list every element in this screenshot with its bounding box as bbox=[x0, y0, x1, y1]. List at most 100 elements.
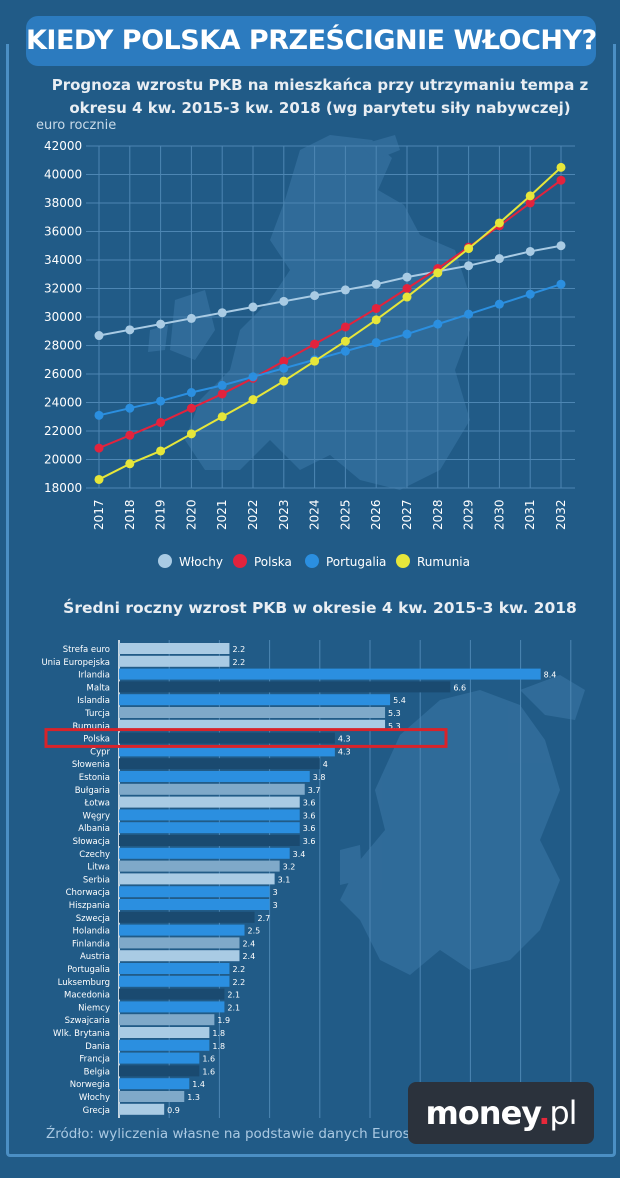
money-pl-logo: money.pl bbox=[408, 1082, 594, 1144]
line-point-Rumunia bbox=[156, 446, 166, 456]
line-point-Polska bbox=[556, 175, 566, 185]
line-point-Włochy bbox=[494, 254, 504, 264]
bar-Turcja bbox=[119, 707, 386, 718]
bar-value-label: 1.3 bbox=[187, 1093, 200, 1102]
bar-category-label: Wlk. Brytania bbox=[53, 1029, 110, 1039]
legend-swatch bbox=[158, 554, 172, 568]
bar-category-label: Łotwa bbox=[84, 799, 110, 809]
bar-Dania bbox=[119, 1039, 210, 1051]
bar-category-label: Litwa bbox=[87, 863, 110, 873]
line-point-Rumunia bbox=[556, 162, 566, 172]
line-point-Polska bbox=[310, 339, 320, 349]
legend-label: Polska bbox=[254, 555, 292, 569]
line-point-Włochy bbox=[310, 291, 320, 301]
bar-value-label: 2.2 bbox=[232, 645, 245, 654]
gdp-forecast-line-chart: euro rocznie 42000 40000 38000 36000 34000 32… bbox=[36, 118, 575, 569]
bar-Litwa bbox=[119, 860, 280, 872]
line-chart-y-tick-label: 26000 bbox=[44, 367, 82, 381]
bar-Malta bbox=[119, 681, 451, 693]
bar-Macedonia bbox=[119, 988, 225, 1000]
line-point-Włochy bbox=[125, 325, 135, 335]
bar-Belgia bbox=[119, 1065, 200, 1077]
bar-Norwegia bbox=[119, 1078, 190, 1090]
bar-chart-category-labels: Strefa euro Unia Europejska Irlandia Malta I… bbox=[41, 645, 110, 1116]
bar-value-label: 1.4 bbox=[192, 1080, 205, 1089]
line-chart-y-tick-label: 20000 bbox=[44, 453, 82, 467]
bar-value-label: 3.1 bbox=[278, 875, 291, 884]
bar-value-label: 5.3 bbox=[388, 709, 401, 718]
line-chart-x-tick-label: 2027 bbox=[400, 499, 414, 530]
line-point-Rumunia bbox=[186, 429, 196, 439]
bar-value-label: 1.8 bbox=[212, 1029, 225, 1038]
line-chart-title-line-1: Prognoza wzrostu PKB na mieszkańca przy … bbox=[51, 76, 589, 94]
logo-main: money bbox=[425, 1094, 539, 1132]
bar-category-label: Francja bbox=[79, 1055, 110, 1065]
bar-value-label: 2.7 bbox=[258, 914, 271, 923]
bar-value-label: 0.9 bbox=[167, 1106, 180, 1115]
bar-category-label: Austria bbox=[80, 952, 110, 962]
line-chart-x-tick-label: 2021 bbox=[215, 499, 229, 530]
bar-category-label: Estonia bbox=[79, 773, 110, 783]
bar-Grecja bbox=[119, 1103, 165, 1115]
line-chart-y-tick-label: 30000 bbox=[44, 310, 82, 324]
line-point-Rumunia bbox=[125, 459, 135, 469]
line-point-Rumunia bbox=[248, 395, 258, 405]
line-point-Włochy bbox=[464, 261, 474, 271]
source-note: Źródło: wyliczenia własne na podstawie d… bbox=[46, 1126, 438, 1142]
line-point-Włochy bbox=[186, 313, 196, 323]
bar-value-label: 3.6 bbox=[303, 837, 316, 846]
bar-category-label: Słowacja bbox=[73, 837, 110, 847]
bar-Serbia bbox=[119, 873, 275, 885]
bar-Szwajcaria bbox=[119, 1014, 215, 1026]
bar-value-label: 3.8 bbox=[313, 773, 326, 782]
line-point-Portugalia bbox=[217, 380, 227, 390]
bar-category-label: Hiszpania bbox=[69, 901, 110, 911]
line-chart-legend: Włochy Polska Portugalia Rumunia bbox=[158, 554, 470, 569]
line-chart-x-tick-label: 2028 bbox=[431, 499, 445, 530]
bar-value-label: 5.4 bbox=[393, 696, 406, 705]
line-point-Portugalia bbox=[340, 346, 350, 356]
bar-value-label: 3 bbox=[273, 901, 278, 910]
bar-Austria bbox=[119, 950, 240, 962]
bar-value-label: 3 bbox=[273, 888, 278, 897]
bar-category-label: Unia Europejska bbox=[41, 658, 110, 668]
legend-label: Włochy bbox=[179, 555, 223, 569]
bar-Rumunia bbox=[119, 719, 386, 731]
line-chart-series bbox=[94, 162, 566, 484]
bar-category-label: Rumunia bbox=[72, 722, 110, 732]
line-chart-x-tick-label: 2025 bbox=[338, 499, 352, 530]
bar-value-label: 2.1 bbox=[227, 991, 240, 1000]
line-chart-x-ticks: 2017 2018 2019 2020 2021 2022 2023 2024 2025 2026… bbox=[92, 499, 568, 530]
bar-category-label: Finlandia bbox=[72, 939, 110, 949]
line-chart-x-tick-label: 2029 bbox=[462, 499, 476, 530]
line-point-Rumunia bbox=[525, 191, 535, 201]
bar-value-label: 4.3 bbox=[338, 747, 351, 756]
content-border bbox=[6, 44, 616, 1157]
bar-value-label: 4.3 bbox=[338, 735, 351, 744]
title-banner: KIEDY POLSKA PRZEŚCIGNIE WŁOCHY? bbox=[26, 16, 597, 66]
bar-category-label: Portugalia bbox=[67, 965, 110, 975]
line-chart-y-ticks: 42000 40000 38000 36000 34000 32000 30000 28000… bbox=[44, 139, 82, 495]
line-point-Polska bbox=[186, 403, 196, 413]
bar-Irlandia bbox=[119, 668, 541, 680]
line-point-Portugalia bbox=[464, 309, 474, 319]
line-chart-title-line-2: okresu 4 kw. 2015-3 kw. 2018 (wg parytet… bbox=[69, 99, 571, 117]
line-point-Rumunia bbox=[94, 474, 104, 484]
line-point-Włochy bbox=[402, 272, 412, 282]
line-chart-y-tick-label: 28000 bbox=[44, 339, 82, 353]
bar-chart-title: Średni roczny wzrost PKB w okresie 4 kw.… bbox=[63, 599, 577, 617]
bar-category-label: Niemcy bbox=[78, 1003, 110, 1013]
line-point-Portugalia bbox=[125, 403, 135, 413]
bar-Słowenia bbox=[119, 758, 320, 770]
line-chart-x-tick-label: 2032 bbox=[554, 499, 568, 530]
bar-category-label: Albania bbox=[78, 824, 110, 834]
bar-value-label: 1.8 bbox=[212, 1042, 225, 1051]
bar-category-label: Strefa euro bbox=[63, 645, 110, 655]
bar-category-label: Cypr bbox=[90, 747, 110, 757]
line-chart-y-tick-label: 18000 bbox=[44, 481, 82, 495]
line-point-Portugalia bbox=[186, 388, 196, 398]
bar-Polska bbox=[119, 732, 335, 744]
bar-value-label: 1.6 bbox=[202, 1055, 215, 1064]
bar-Chorwacja bbox=[119, 886, 270, 898]
bar-value-label: 1.6 bbox=[202, 1067, 215, 1076]
